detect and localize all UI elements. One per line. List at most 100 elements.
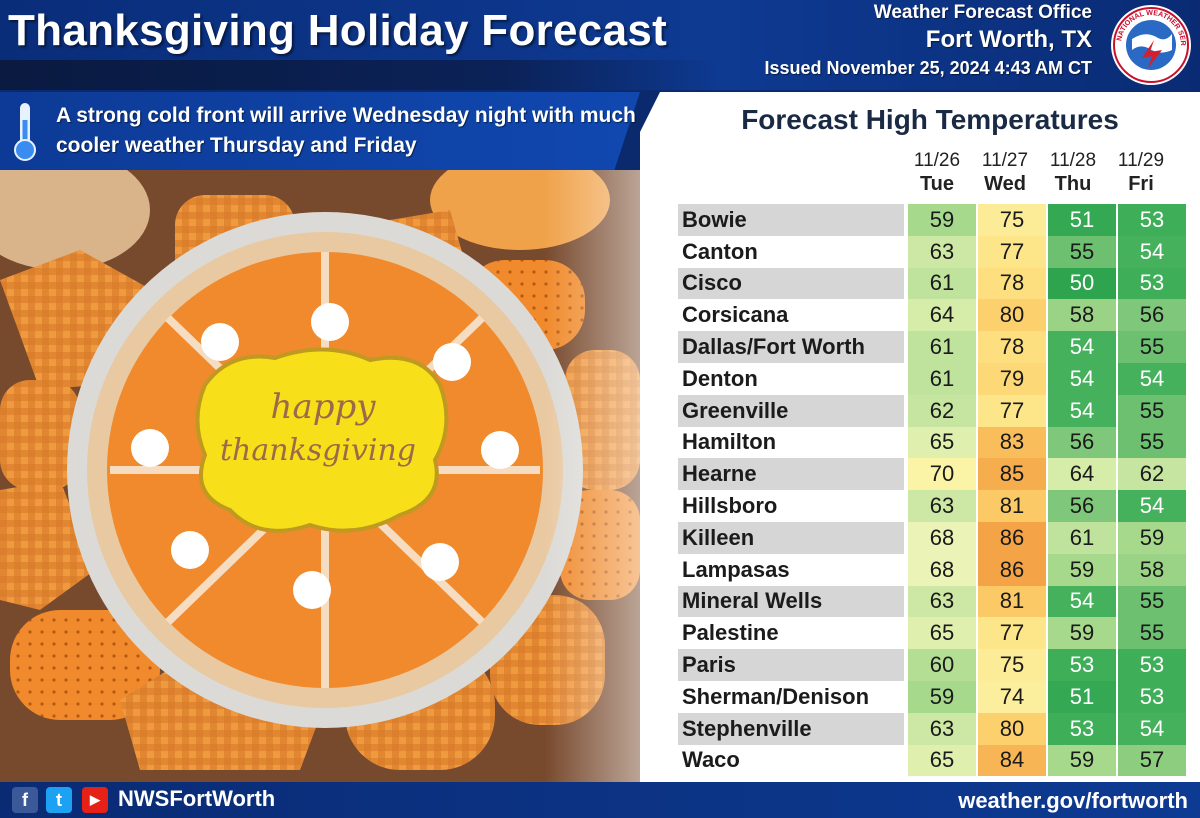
forecast-title: Forecast High Temperatures — [741, 104, 1119, 135]
table-row: Paris 60 75 53 53 — [678, 649, 1188, 681]
city-name: Waco — [678, 744, 904, 777]
temp-cell: 54 — [1047, 394, 1118, 427]
temp-cell: 83 — [977, 426, 1048, 459]
temp-cell: 61 — [1047, 521, 1118, 554]
temp-cell: 54 — [1047, 585, 1118, 618]
forecast-table: Bowie 59 75 51 53 Canton 63 77 55 54 Cisco 61 78 50 53… — [678, 204, 1188, 777]
temp-cell: 53 — [1117, 680, 1188, 713]
temp-cell: 65 — [908, 617, 978, 650]
temp-cell: 55 — [1047, 235, 1118, 268]
temp-cell: 63 — [908, 585, 978, 618]
temp-cell: 86 — [977, 553, 1048, 586]
temp-cell: 78 — [977, 267, 1048, 300]
temp-cell: 63 — [908, 712, 978, 745]
temp-cell: 53 — [1117, 267, 1188, 300]
column-header: 11/27 Wed — [974, 150, 1036, 196]
temp-cell: 62 — [908, 394, 978, 427]
temp-cell: 60 — [908, 649, 978, 681]
temp-cell: 55 — [1117, 426, 1188, 459]
temp-cell: 65 — [908, 744, 978, 777]
temp-cell: 64 — [908, 299, 978, 332]
table-row: Hearne 70 85 64 62 — [678, 458, 1188, 491]
office-name: Weather Forecast Office — [873, 2, 1092, 23]
temp-cell: 68 — [908, 553, 978, 586]
temp-cell: 81 — [977, 585, 1048, 618]
table-row: Canton 63 77 55 54 — [678, 235, 1188, 268]
subheader-bar — [0, 92, 640, 170]
header-shade — [0, 60, 720, 90]
temp-cell: 59 — [1047, 617, 1118, 650]
temp-cell: 75 — [977, 204, 1048, 236]
table-row: Lampasas 68 86 59 58 — [678, 553, 1188, 586]
temp-cell: 61 — [908, 362, 978, 395]
twitter-icon[interactable]: t — [46, 787, 72, 813]
city-name: Hamilton — [678, 426, 904, 459]
website-link[interactable]: weather.gov/fortworth — [958, 788, 1188, 813]
column-header: 11/29 Fri — [1110, 150, 1172, 196]
table-row: Hamilton 65 83 56 55 — [678, 426, 1188, 459]
office-info: Weather Forecast Office Fort Worth, TX I… — [765, 2, 1092, 79]
facebook-icon[interactable]: f — [12, 787, 38, 813]
temp-cell: 80 — [977, 712, 1048, 745]
table-row: Greenville 62 77 54 55 — [678, 394, 1188, 427]
temp-cell: 86 — [977, 521, 1048, 554]
city-name: Corsicana — [678, 299, 904, 332]
city-name: Canton — [678, 235, 904, 268]
temp-cell: 78 — [977, 331, 1048, 363]
temp-cell: 50 — [1047, 267, 1118, 300]
temp-cell: 77 — [977, 235, 1048, 268]
temp-cell: 54 — [1117, 490, 1188, 522]
column-day: Tue — [919, 173, 955, 195]
thermometer-icon — [14, 103, 36, 161]
table-row: Stephenville 63 80 53 54 — [678, 712, 1188, 745]
city-name: Hearne — [678, 458, 904, 491]
city-name: Lampasas — [678, 553, 904, 586]
city-name: Dallas/Fort Worth — [678, 331, 904, 363]
city-name: Greenville — [678, 394, 904, 427]
temp-cell: 55 — [1117, 394, 1188, 427]
table-row: Dallas/Fort Worth 61 78 54 55 — [678, 331, 1188, 363]
issued-time: Issued November 25, 2024 4:43 AM CT — [764, 58, 1092, 78]
table-row: Killeen 68 86 61 59 — [678, 521, 1188, 554]
temp-cell: 56 — [1047, 490, 1118, 522]
nws-logo-icon: NATIONAL WEATHER SERVICE — [1110, 4, 1191, 85]
temp-cell: 53 — [1117, 649, 1188, 681]
temp-cell: 61 — [908, 331, 978, 363]
table-row: Cisco 61 78 50 53 — [678, 267, 1188, 300]
temp-cell: 59 — [1047, 553, 1118, 586]
page-title: Thanksgiving Holiday Forecast — [8, 6, 668, 55]
temp-cell: 74 — [977, 680, 1048, 713]
city-name: Stephenville — [678, 712, 904, 745]
city-name: Killeen — [678, 521, 904, 554]
temp-cell: 63 — [908, 490, 978, 522]
social-handle[interactable]: NWSFortWorth — [118, 786, 276, 811]
temp-cell: 58 — [1117, 553, 1188, 586]
temp-cell: 55 — [1117, 617, 1188, 650]
column-date: 11/29 — [1117, 150, 1165, 171]
temp-cell: 54 — [1117, 235, 1188, 268]
temp-cell: 79 — [977, 362, 1048, 395]
temp-cell: 56 — [1117, 299, 1188, 332]
temp-cell: 54 — [1047, 362, 1118, 395]
temp-cell: 59 — [908, 204, 978, 236]
column-header: 11/26 Tue — [906, 150, 968, 196]
temp-cell: 53 — [1117, 204, 1188, 236]
temp-cell: 53 — [1047, 649, 1118, 681]
temp-cell: 77 — [977, 394, 1048, 427]
table-row: Mineral Wells 63 81 54 55 — [678, 585, 1188, 618]
column-day: Wed — [984, 173, 1026, 195]
table-row: Denton 61 79 54 54 — [678, 362, 1188, 395]
temp-cell: 51 — [1047, 680, 1118, 713]
column-day: Thu — [1054, 173, 1092, 195]
temp-cell: 84 — [977, 744, 1048, 777]
column-date: 11/26 — [913, 150, 961, 171]
temp-cell: 54 — [1117, 362, 1188, 395]
temp-cell: 54 — [1047, 331, 1118, 363]
temp-cell: 61 — [908, 267, 978, 300]
column-day: Fri — [1128, 173, 1154, 195]
youtube-icon[interactable]: ▶ — [82, 787, 108, 813]
temp-cell: 56 — [1047, 426, 1118, 459]
table-row: Sherman/Denison 59 74 51 53 — [678, 680, 1188, 713]
city-name: Cisco — [678, 267, 904, 300]
temp-cell: 62 — [1117, 458, 1188, 491]
